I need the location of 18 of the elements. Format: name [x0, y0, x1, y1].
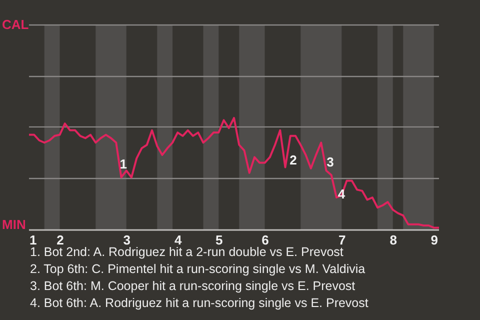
x-tick-label: 7: [338, 232, 346, 248]
x-tick-label: 4: [174, 232, 183, 248]
annotation: 1: [120, 156, 127, 172]
x-tick-label: 5: [216, 232, 223, 248]
x-tick-label: 1: [30, 232, 37, 248]
text: 1. Bot 2nd: A. Rodriguez hit a 2-run double vs E. Prevost: [30, 245, 344, 261]
x-tick-label: 2: [56, 232, 64, 248]
x-tick-label: 3: [123, 232, 130, 248]
text: 2. Top 6th: C. Pimentel hit a run-scoring single vs M. Valdivia: [30, 261, 366, 278]
text: MIN: [2, 217, 26, 232]
x-tick-label: 6: [262, 232, 269, 248]
x-tick-label: 9: [430, 232, 438, 248]
text: 3. Bot 6th: M. Cooper hit a run-scoring single vs E. Prevost: [30, 278, 356, 295]
text: 4. Bot 6th: A. Rodriguez hit a run-scoring single vs E. Prevost: [30, 295, 368, 312]
annotation: 2: [290, 152, 297, 168]
x-tick-label: 8: [390, 232, 397, 248]
annotation: 3: [326, 154, 334, 170]
text: CAL: [2, 17, 29, 32]
